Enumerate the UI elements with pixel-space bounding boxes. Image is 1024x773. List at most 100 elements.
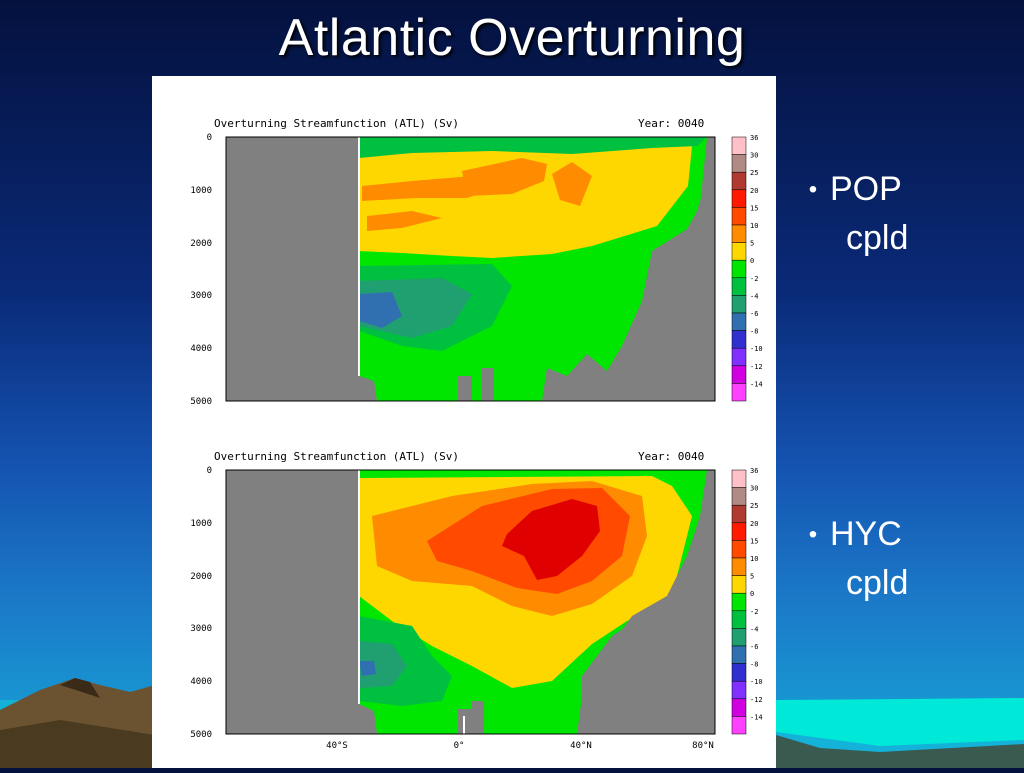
colorbar-label: 10: [750, 222, 758, 230]
colorbar-swatch: [731, 469, 747, 488]
colorbar-swatch: [731, 277, 747, 296]
colorbar-swatch: [731, 242, 747, 261]
colorbar-swatch: [731, 171, 747, 191]
colorbar-swatch: [731, 575, 747, 594]
colorbar-label: 20: [750, 520, 758, 528]
colorbar-swatch: [731, 610, 747, 629]
colorbar-swatch: [731, 628, 747, 647]
colorbar-label: -8: [750, 328, 758, 336]
colorbar-swatch: [731, 663, 747, 682]
bullet-sublabel: cpld: [846, 219, 909, 257]
panel-title: Overturning Streamfunction (ATL) (Sv): [214, 450, 459, 463]
plot-frame: [225, 136, 716, 402]
colorbar-label: 36: [750, 134, 758, 142]
colorbar-label: -6: [750, 310, 758, 318]
colorbar-label: 5: [750, 573, 754, 581]
figure-panel: Overturning Streamfunction (ATL) (Sv) Ye…: [152, 76, 776, 768]
panel-pop: Overturning Streamfunction (ATL) (Sv) Ye…: [190, 117, 762, 407]
colorbar-label: -8: [750, 661, 758, 669]
slide-title: Atlantic Overturning: [278, 9, 746, 67]
colorbar-label: -4: [750, 292, 758, 300]
panel-year: Year: 0040: [638, 117, 704, 130]
panel-year: Year: 0040: [638, 450, 704, 463]
svg-text:3000: 3000: [190, 624, 212, 634]
colorbar-swatch: [731, 347, 747, 367]
svg-text:80°N: 80°N: [692, 741, 714, 751]
colorbar-swatch: [731, 504, 747, 524]
bullet-sublabel: cpld: [846, 564, 909, 602]
panel-hycom: Overturning Streamfunction (ATL) (Sv) Ye…: [190, 450, 762, 751]
colorbar-swatch: [731, 259, 747, 279]
svg-text:40°S: 40°S: [326, 741, 348, 751]
bullet-label: POP: [830, 170, 902, 208]
colorbar-label: 30: [750, 485, 758, 493]
colorbar-swatch: [731, 330, 747, 349]
colorbar-label: 0: [750, 590, 754, 598]
colorbar-label: 25: [750, 169, 758, 177]
svg-text:0: 0: [207, 133, 212, 143]
svg-text:3000: 3000: [190, 291, 212, 301]
y-axis: 0 1000 2000 3000 4000 5000: [190, 133, 212, 407]
bullet-label: HYC: [830, 515, 902, 553]
colorbar-swatch: [731, 136, 747, 155]
colorbar-swatch: [731, 312, 747, 331]
plot-frame: [225, 469, 716, 735]
colorbar: 36 30 25 20 15 10 5 0 -2 -4 -6 -8 -10 -12 -14: [731, 467, 763, 735]
colorbar-label: -2: [750, 275, 758, 283]
colorbar-label: 25: [750, 502, 758, 510]
colorbar-label: 15: [750, 537, 758, 545]
streamfunction-figure: Overturning Streamfunction (ATL) (Sv) Ye…: [190, 117, 762, 751]
colorbar-swatch: [731, 592, 747, 612]
bullet-item-pop: • POP cpld: [800, 170, 1000, 258]
bullet-item-hyc: • HYC cpld: [800, 515, 1000, 603]
svg-text:1000: 1000: [190, 186, 212, 196]
bullet-dot-icon: •: [808, 175, 818, 203]
colorbar-swatch: [731, 716, 747, 735]
svg-text:2000: 2000: [190, 239, 212, 249]
colorbar-swatch: [731, 522, 747, 541]
colorbar-swatch: [731, 154, 747, 173]
svg-text:5000: 5000: [190, 730, 212, 740]
colorbar-label: -6: [750, 643, 758, 651]
contour-field: [226, 470, 715, 734]
colorbar-label: -10: [750, 678, 763, 686]
colorbar-label: -14: [750, 713, 763, 721]
colorbar-swatch: [731, 383, 747, 402]
colorbar-swatch: [731, 680, 747, 700]
colorbar: 36 30 25 20 15 10 5 0 -2 -4 -6 -8 -10 -12 -14: [731, 134, 763, 402]
svg-text:4000: 4000: [190, 344, 212, 354]
colorbar-label: 10: [750, 555, 758, 563]
colorbar-swatch: [731, 365, 747, 384]
bullet-dot-icon: •: [808, 520, 818, 548]
svg-text:5000: 5000: [190, 397, 212, 407]
contour-field: [226, 137, 715, 401]
colorbar-swatch: [731, 540, 747, 559]
colorbar-swatch: [731, 487, 747, 506]
colorbar-swatch: [731, 698, 747, 717]
colorbar-label: -10: [750, 345, 763, 353]
svg-text:2000: 2000: [190, 572, 212, 582]
svg-text:0°: 0°: [454, 741, 465, 751]
colorbar-label: -12: [750, 363, 763, 371]
colorbar-label: 36: [750, 467, 758, 475]
colorbar-swatch: [731, 295, 747, 314]
colorbar-swatch: [731, 224, 747, 243]
colorbar-label: 15: [750, 204, 758, 212]
colorbar-swatch: [731, 557, 747, 576]
svg-text:4000: 4000: [190, 677, 212, 687]
x-axis: 40°S 0° 40°N 80°N: [326, 741, 714, 751]
colorbar-label: 5: [750, 240, 754, 248]
colorbar-swatch: [731, 645, 747, 664]
svg-text:40°N: 40°N: [570, 741, 592, 751]
svg-text:1000: 1000: [190, 519, 212, 529]
colorbar-label: -14: [750, 380, 763, 388]
colorbar-label: -2: [750, 608, 758, 616]
colorbar-label: -4: [750, 625, 758, 633]
colorbar-swatch: [731, 189, 747, 208]
colorbar-label: 30: [750, 152, 758, 160]
colorbar-label: 0: [750, 257, 754, 265]
y-axis: 0 1000 2000 3000 4000 5000: [190, 466, 212, 740]
svg-text:0: 0: [207, 466, 212, 476]
colorbar-label: 20: [750, 187, 758, 195]
colorbar-swatch: [731, 207, 747, 226]
